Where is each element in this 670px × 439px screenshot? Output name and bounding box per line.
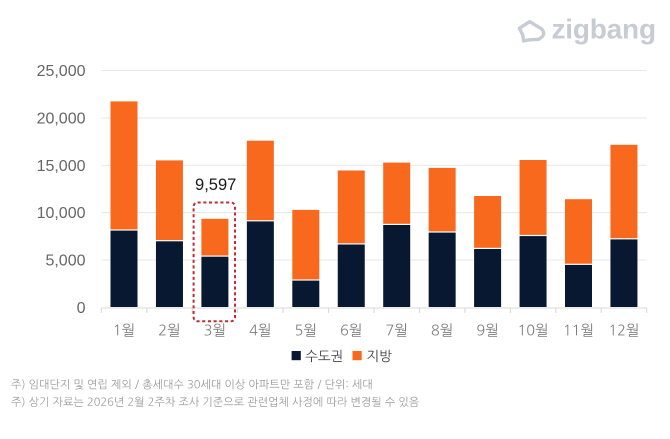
svg-text:9,597: 9,597 (195, 176, 236, 194)
svg-text:10,000: 10,000 (37, 205, 86, 222)
svg-text:20,000: 20,000 (37, 111, 86, 128)
svg-text:15,000: 15,000 (37, 158, 86, 175)
svg-text:5,000: 5,000 (45, 253, 85, 270)
svg-text:zigbang: zigbang (552, 14, 656, 45)
svg-text:25,000: 25,000 (37, 63, 86, 80)
svg-text:0: 0 (77, 300, 86, 317)
